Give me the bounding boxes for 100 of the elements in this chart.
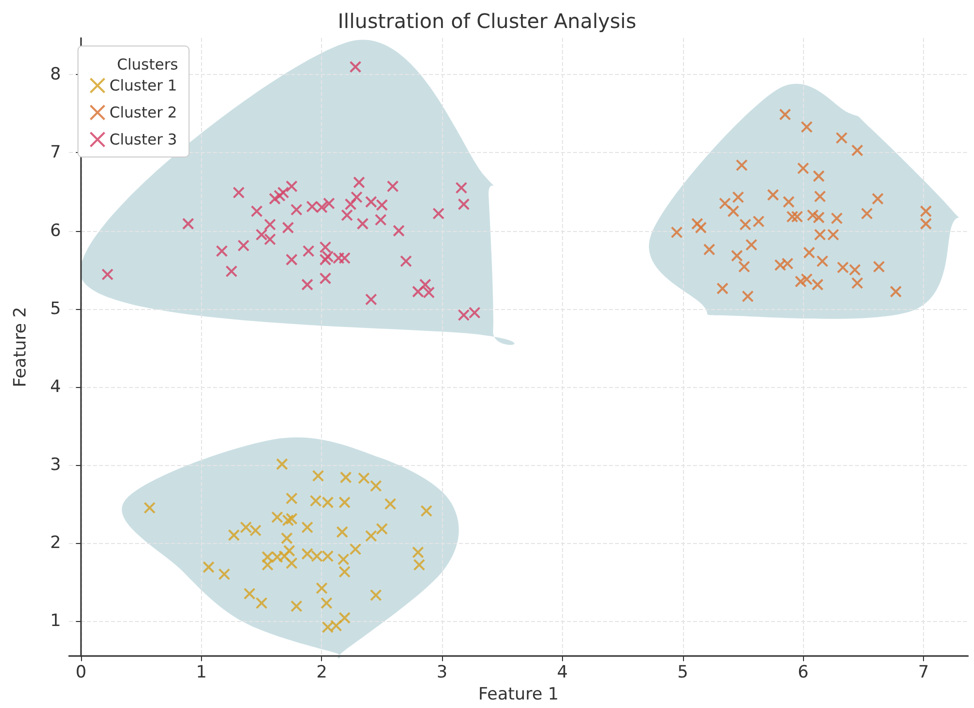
point <box>432 208 444 220</box>
point <box>286 512 298 525</box>
legend-label: Cluster 2 <box>110 104 178 122</box>
point <box>745 238 758 251</box>
y-tick-label: 7 <box>50 142 61 163</box>
point <box>244 588 256 600</box>
legend-label: Cluster 3 <box>110 130 178 148</box>
y-tick-label: 1 <box>50 610 61 631</box>
point <box>322 550 334 562</box>
y-tick-label: 8 <box>50 64 61 85</box>
x-tick-label: 5 <box>677 662 688 683</box>
point <box>301 278 314 291</box>
point <box>349 60 362 73</box>
point <box>322 621 334 634</box>
point <box>800 120 813 133</box>
x-tick-label: 6 <box>798 662 809 683</box>
point <box>836 132 848 144</box>
point <box>370 589 382 602</box>
point <box>332 252 345 264</box>
y-axis-title: Feature 2 <box>10 306 30 388</box>
point <box>356 218 369 230</box>
point <box>816 255 828 268</box>
point <box>732 191 744 204</box>
point <box>872 192 884 205</box>
point <box>365 530 378 542</box>
y-tick-label: 4 <box>50 376 61 397</box>
point <box>301 521 314 534</box>
point <box>458 198 470 210</box>
point <box>322 197 335 210</box>
point <box>282 222 294 234</box>
point <box>271 511 284 524</box>
point <box>727 205 740 218</box>
y-tick-label: 6 <box>50 220 61 241</box>
point <box>338 496 351 508</box>
point <box>797 162 810 174</box>
point <box>691 218 704 230</box>
point <box>268 192 281 205</box>
y-tick-label: 2 <box>50 532 61 553</box>
point <box>102 268 114 280</box>
point <box>830 212 843 224</box>
point <box>812 278 824 291</box>
point <box>779 108 792 120</box>
point <box>353 176 366 188</box>
point <box>703 243 716 256</box>
point <box>276 458 288 470</box>
x-axis-title: Feature 1 <box>478 684 559 704</box>
point <box>312 470 324 482</box>
point <box>282 514 294 526</box>
point <box>256 597 268 610</box>
x-tick-label: 2 <box>316 662 328 683</box>
point <box>228 529 240 542</box>
x-tick-label: 3 <box>436 662 448 683</box>
point <box>742 290 754 302</box>
point <box>814 228 826 241</box>
x-tick-label: 4 <box>557 662 568 683</box>
legend-title: Clusters <box>117 56 178 74</box>
point <box>782 196 795 208</box>
point <box>232 186 245 199</box>
point <box>872 260 885 273</box>
point <box>738 260 750 273</box>
point <box>718 197 731 210</box>
point <box>786 210 798 223</box>
point <box>250 524 262 536</box>
point <box>851 277 864 290</box>
point <box>458 309 470 322</box>
point <box>365 196 378 208</box>
point <box>851 144 864 156</box>
point <box>182 218 194 230</box>
point <box>812 170 825 182</box>
point <box>274 190 286 202</box>
point <box>468 306 481 319</box>
point <box>400 255 412 268</box>
point <box>286 180 298 192</box>
point <box>767 188 780 201</box>
point <box>384 498 396 510</box>
point <box>144 502 156 514</box>
point <box>803 246 816 259</box>
point <box>302 245 314 258</box>
point <box>739 218 752 231</box>
point <box>812 212 825 224</box>
point <box>365 293 378 306</box>
point <box>376 199 388 212</box>
point <box>240 521 252 534</box>
point <box>286 254 298 266</box>
point <box>392 224 405 237</box>
point <box>322 496 334 508</box>
point <box>349 543 362 556</box>
point <box>271 550 284 563</box>
point <box>860 208 873 220</box>
y-tick-label: 3 <box>50 454 61 475</box>
point <box>264 233 276 246</box>
point <box>290 204 302 216</box>
point <box>890 286 902 298</box>
point <box>286 492 298 504</box>
point <box>422 286 435 298</box>
point <box>716 282 728 295</box>
point <box>278 550 290 562</box>
point <box>319 272 332 284</box>
point <box>412 286 424 298</box>
y-tick-label: 5 <box>50 298 61 319</box>
